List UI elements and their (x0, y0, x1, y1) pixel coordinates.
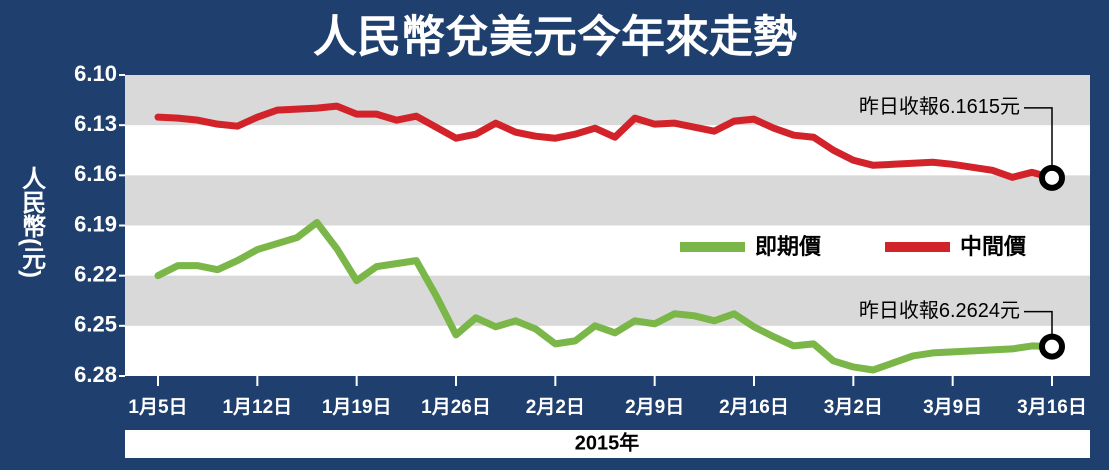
y-axis-label: 人民幣(元) (18, 166, 46, 278)
annotation: 昨日收報6.2624元 (859, 299, 1020, 322)
y-tick-label: 6.19 (74, 211, 117, 236)
x-axis-label: 2015年 (575, 430, 640, 454)
x-tick-label: 1月12日 (222, 397, 292, 418)
y-tick-label: 6.25 (74, 312, 117, 337)
x-tick-label: 2月9日 (625, 397, 684, 418)
chart-title: 人民幣兌美元今年來走勢 (313, 13, 797, 62)
grid-band (125, 175, 1090, 226)
annotation-leader (1024, 107, 1053, 178)
end-marker (1039, 164, 1065, 191)
x-tick-label: 1月19日 (322, 397, 392, 418)
y-tick-label: 6.10 (74, 61, 117, 86)
annotation: 昨日收報6.1615元 (859, 95, 1020, 118)
end-marker (1039, 333, 1065, 360)
grid-band (125, 275, 1090, 326)
grid-band (125, 75, 1090, 126)
legend-label: 中間價 (960, 234, 1027, 259)
legend-label: 即期價 (755, 234, 822, 259)
x-tick-label: 3月2日 (824, 397, 883, 418)
x-tick-label: 2月16日 (719, 397, 789, 418)
series-line (154, 102, 1056, 182)
y-tick-label: 6.16 (74, 161, 117, 186)
x-tick-label: 3月9日 (923, 397, 982, 418)
x-axis-label-box (125, 430, 1090, 458)
x-tick-label: 3月16日 (1017, 397, 1087, 418)
series-line (154, 218, 1056, 374)
x-tick-label: 2月2日 (526, 397, 585, 418)
x-tick-label: 1月26日 (421, 397, 491, 418)
y-tick-label: 6.28 (74, 362, 117, 387)
y-tick-label: 6.13 (74, 111, 117, 136)
x-tick-label: 1月5日 (128, 397, 187, 418)
y-tick-label: 6.22 (74, 261, 117, 286)
